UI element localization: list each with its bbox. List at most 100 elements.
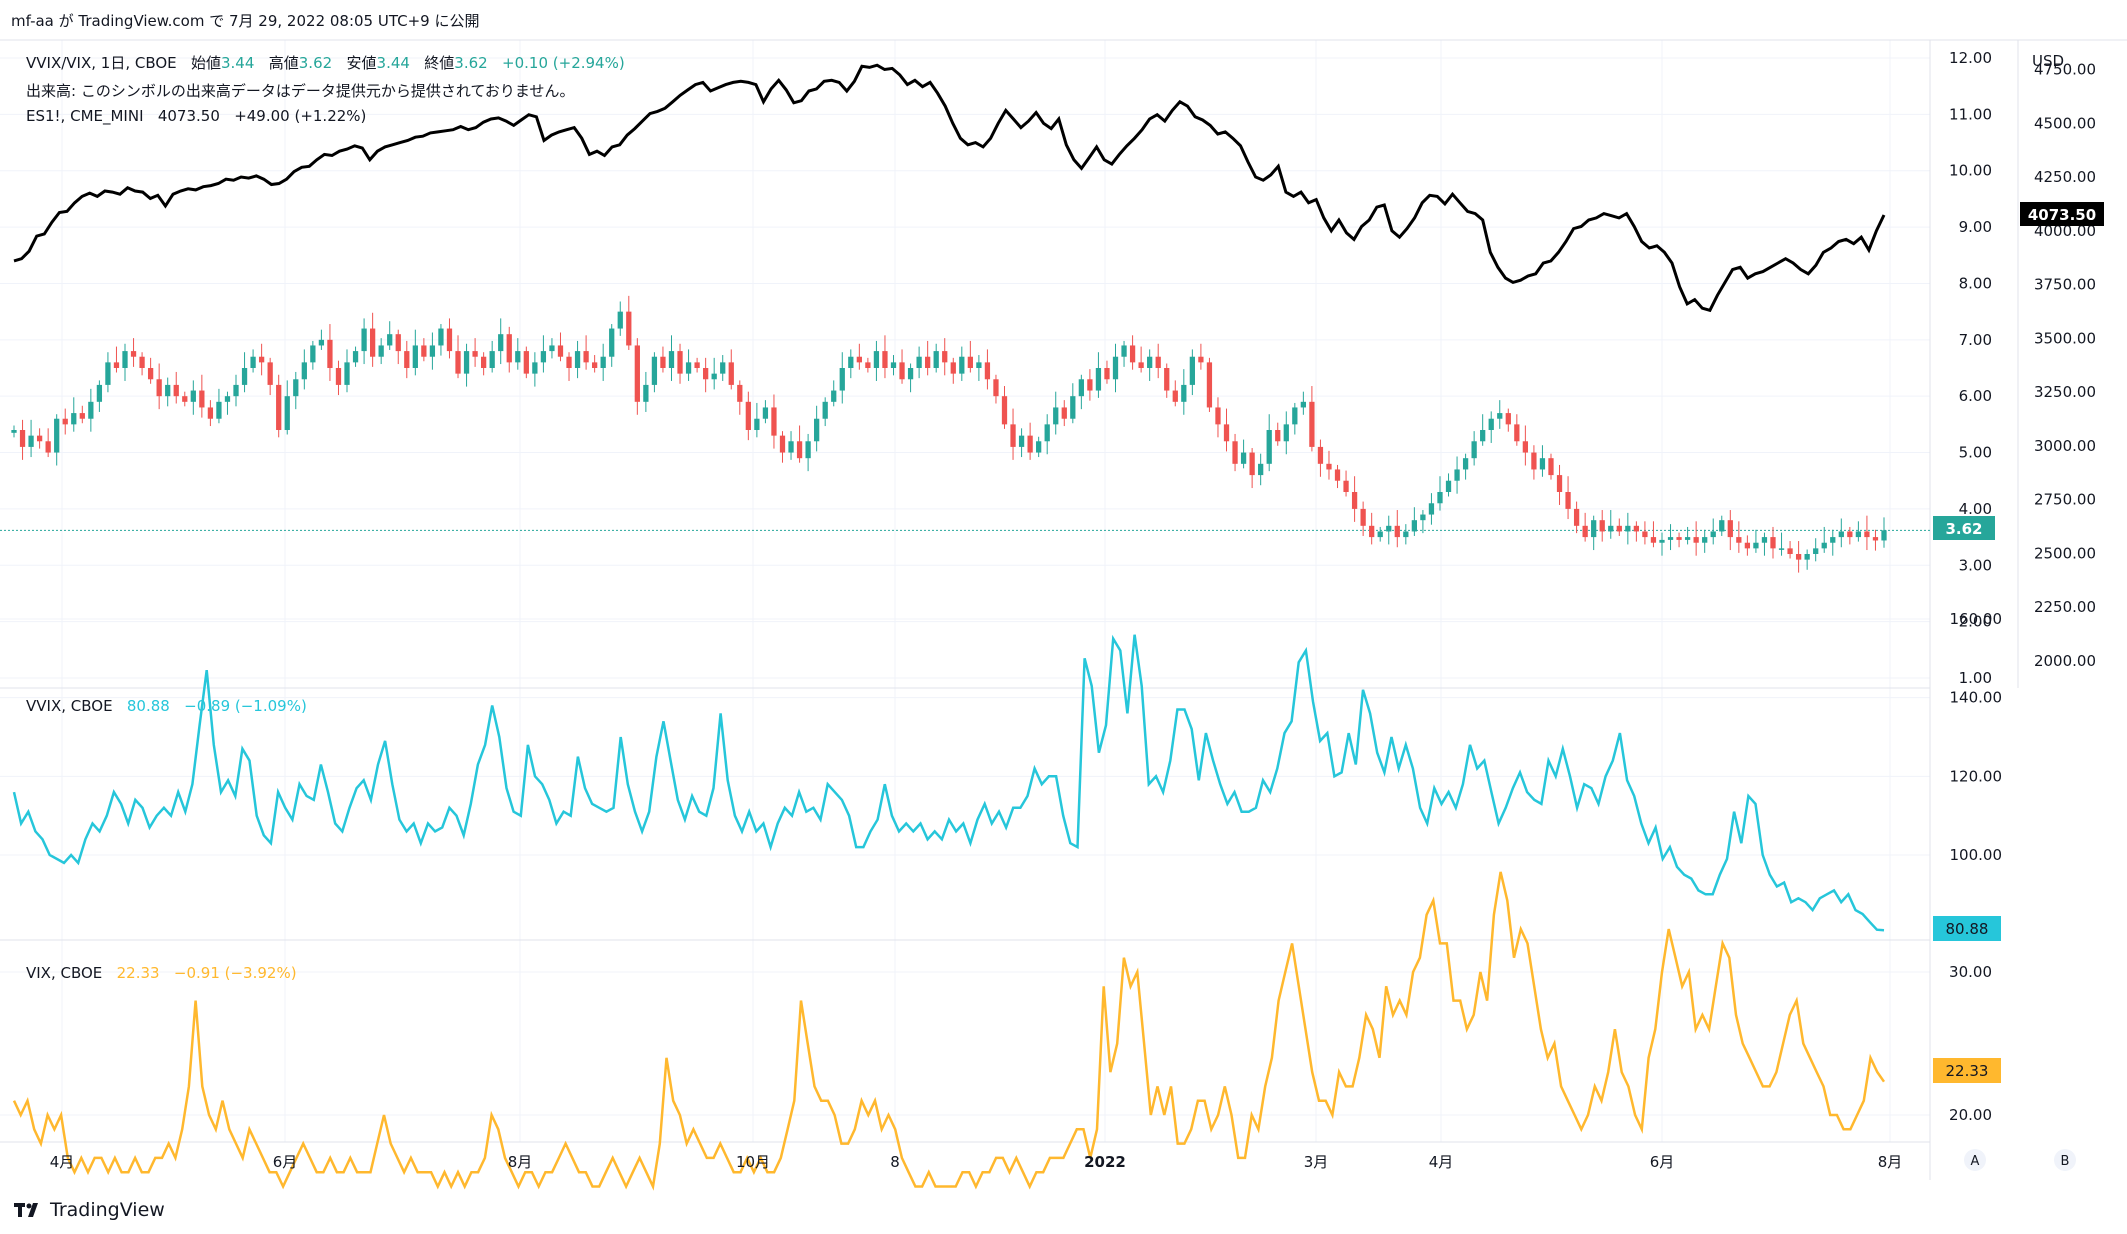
currency-label: USD xyxy=(2032,52,2064,70)
es-axis-tick: 3750.00 xyxy=(2034,276,2096,294)
candle-body xyxy=(1761,537,1768,543)
candle-body xyxy=(455,351,461,374)
candle-body xyxy=(609,328,615,357)
candle-body xyxy=(352,351,359,363)
candle-body xyxy=(498,334,504,352)
high-value: 3.62 xyxy=(298,54,333,72)
candle-body xyxy=(1189,356,1195,385)
candle-body xyxy=(1556,475,1563,492)
es-price-tag: 4073.50 xyxy=(2020,202,2104,226)
candle-body xyxy=(1505,413,1511,425)
open-value: 3.44 xyxy=(221,54,255,72)
candle-body xyxy=(438,328,444,346)
volume-note: 出来高: このシンボルの出来高データはデータ提供元から提供されておりません。 xyxy=(26,82,575,100)
candle-body xyxy=(156,379,162,397)
es-legend[interactable]: ES1!, CME_MINI 4073.50 +49.00 (+1.22%) xyxy=(26,107,366,125)
vvix-price-axis[interactable]: 160.00 140.00 120.00 100.00 xyxy=(1950,610,2003,864)
candle-body xyxy=(1437,492,1443,504)
candle-body xyxy=(677,351,683,374)
time-axis-label: 10月 xyxy=(736,1153,770,1171)
vix-symbol: VIX, CBOE xyxy=(26,964,103,982)
candle-body xyxy=(412,345,418,368)
candle-body xyxy=(685,362,692,374)
vix-series-line xyxy=(12,871,1886,1191)
ratio-axis-tick: 9.00 xyxy=(1959,218,1992,236)
close-label: 終値 xyxy=(424,54,455,72)
vix-price-tag-text: 22.33 xyxy=(1946,1062,1989,1080)
candle-body xyxy=(1147,356,1153,368)
candle-body xyxy=(1480,430,1486,442)
ratio-price-axis[interactable]: 12.00 11.00 10.00 9.00 8.00 7.00 6.00 5.00 4.00 3… xyxy=(1949,49,1992,687)
scale-button-a[interactable]: A xyxy=(1964,1149,1986,1171)
candle-body xyxy=(984,362,991,380)
candle-body xyxy=(1778,548,1785,550)
ratio-legend[interactable]: VVIX/VIX, 1日, CBOE 始値3.44 高値3.62 安値3.44 … xyxy=(26,52,625,73)
ratio-axis-tick: 1.00 xyxy=(1959,669,1992,687)
scale-button-b[interactable]: B xyxy=(2054,1149,2076,1171)
candle-body xyxy=(113,362,120,368)
candle-body xyxy=(1591,520,1597,538)
candle-body xyxy=(207,407,214,419)
candle-body xyxy=(626,311,632,346)
candle-body xyxy=(241,368,248,385)
candle-body xyxy=(703,368,709,380)
candle-body xyxy=(1403,531,1409,538)
ratio-candles xyxy=(11,295,1887,573)
candle-body xyxy=(882,351,888,368)
ratio-axis-tick: 7.00 xyxy=(1959,331,1992,349)
vvix-legend[interactable]: VVIX, CBOE 80.88 −0.89 (−1.09%) xyxy=(26,697,307,715)
es-axis-tick: 4250.00 xyxy=(2034,168,2096,186)
candle-body xyxy=(1522,441,1529,453)
candle-body xyxy=(540,351,547,363)
ratio-axis-tick: 4.00 xyxy=(1959,500,1992,518)
candle-body xyxy=(737,384,743,402)
candle-body xyxy=(549,345,555,352)
close-value: 3.62 xyxy=(454,54,488,72)
candle-body xyxy=(1573,508,1580,526)
candle-body xyxy=(1770,537,1776,549)
candle-body xyxy=(147,368,154,380)
candle-body xyxy=(1650,537,1657,543)
vix-legend[interactable]: VIX, CBOE 22.33 −0.91 (−3.92%) xyxy=(26,964,297,982)
es-price-axis[interactable]: 4750.00 4500.00 4250.00 4000.00 3750.00 3500.… xyxy=(2034,61,2096,670)
pane-dividers xyxy=(0,39,2127,1180)
candle-body xyxy=(839,368,845,391)
candle-body xyxy=(1462,458,1469,470)
es-axis-tick: 2000.00 xyxy=(2034,652,2096,670)
candle-body xyxy=(1847,531,1853,538)
es-symbol: ES1!, CME_MINI xyxy=(26,107,144,125)
tradingview-brand-text: TradingView xyxy=(50,1199,165,1221)
candle-body xyxy=(617,311,623,329)
high-label: 高値 xyxy=(268,54,299,72)
candle-body xyxy=(1061,407,1067,419)
vvix-axis-tick: 160.00 xyxy=(1950,610,2003,628)
candle-body xyxy=(805,441,811,459)
volume-legend: 出来高: このシンボルの出来高データはデータ提供元から提供されておりません。 xyxy=(26,80,574,101)
tradingview-brand[interactable]: TradingView xyxy=(14,1199,165,1221)
candle-body xyxy=(967,356,973,368)
candle-body xyxy=(1813,548,1819,554)
candle-body xyxy=(1881,530,1887,541)
open-label: 始値 xyxy=(190,54,221,72)
es-price-tag-text: 4073.50 xyxy=(2028,206,2096,224)
candle-body xyxy=(557,345,564,357)
candle-body xyxy=(79,413,85,419)
candle-body xyxy=(506,334,512,363)
candle-body xyxy=(873,351,880,368)
candle-body xyxy=(660,356,666,368)
time-axis[interactable]: 4月 6月 8月 10月 8 2022 3月 4月 6月 8月 xyxy=(50,1153,1903,1171)
ratio-axis-tick: 5.00 xyxy=(1959,444,1992,462)
candle-body xyxy=(369,328,376,357)
vix-value: 22.33 xyxy=(116,964,160,982)
candle-body xyxy=(1394,525,1400,538)
candle-body xyxy=(600,356,606,368)
es-axis-tick: 3250.00 xyxy=(2034,383,2096,401)
ratio-axis-tick: 2.00 xyxy=(1959,613,1992,631)
candle-body xyxy=(1497,413,1503,419)
time-axis-label: 8 xyxy=(890,1153,900,1171)
candle-body xyxy=(1087,379,1093,391)
candle-body xyxy=(694,362,700,368)
candle-body xyxy=(173,384,179,397)
candle-body xyxy=(779,435,786,453)
vix-price-axis[interactable]: 30.00 20.00 xyxy=(1949,963,1992,1124)
